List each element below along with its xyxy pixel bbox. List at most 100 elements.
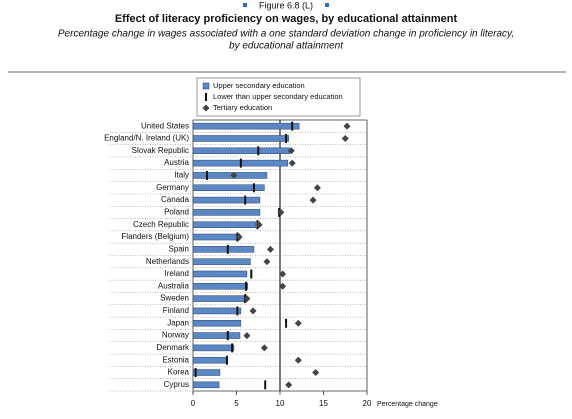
bar xyxy=(192,258,251,265)
category-label: Ireland xyxy=(165,269,189,278)
chart-title: Effect of literacy proficiency on wages,… xyxy=(115,13,458,25)
x-tick-label: 15 xyxy=(319,399,328,408)
tertiary-marker xyxy=(243,295,251,303)
lower-secondary-marker xyxy=(245,281,248,291)
category-label: Sweden xyxy=(160,294,189,303)
category-label: Australia xyxy=(158,281,190,290)
x-tick-label: 5 xyxy=(234,399,239,408)
bar xyxy=(192,295,245,302)
lower-secondary-marker xyxy=(225,355,228,365)
category-label: Estonia xyxy=(162,355,189,364)
category-label: Netherlands xyxy=(146,257,189,266)
lower-secondary-marker xyxy=(231,343,234,353)
bar xyxy=(192,344,235,352)
bar xyxy=(192,270,248,278)
category-label: United States xyxy=(141,121,189,130)
tertiary-marker xyxy=(343,122,351,130)
lower-secondary-marker xyxy=(264,380,267,390)
tertiary-marker xyxy=(294,356,302,364)
lower-secondary-marker xyxy=(226,244,229,254)
lower-secondary-marker xyxy=(205,170,208,180)
tertiary-marker xyxy=(255,221,263,229)
category-label: Cyprus xyxy=(164,380,189,389)
lower-secondary-marker xyxy=(291,121,294,131)
tertiary-marker xyxy=(279,282,287,290)
lower-secondary-marker xyxy=(239,158,242,168)
lower-secondary-marker xyxy=(257,146,260,156)
bar xyxy=(192,356,229,364)
bar xyxy=(192,221,256,228)
x-tick-label: 0 xyxy=(191,399,196,408)
lower-secondary-marker xyxy=(194,368,197,378)
lower-secondary-marker xyxy=(236,306,239,316)
category-label: England/N. Ireland (UK) xyxy=(104,134,189,143)
category-label: Slovak Republic xyxy=(132,146,189,155)
tertiary-marker xyxy=(279,270,287,278)
subtitle: Percentage change in wages associated wi… xyxy=(58,29,514,40)
legend-box xyxy=(196,77,361,117)
category-label: Japan xyxy=(167,318,189,327)
bar xyxy=(192,122,300,130)
category-label: Germany xyxy=(156,183,189,192)
lower-secondary-marker xyxy=(250,269,253,279)
category-label: Finland xyxy=(163,306,189,315)
lower-secondary-marker xyxy=(285,318,288,328)
tertiary-marker xyxy=(313,184,321,192)
legend-label: Upper secondary education xyxy=(213,81,305,90)
category-label: Norway xyxy=(162,331,189,340)
tertiary-marker xyxy=(263,258,271,266)
category-label: Poland xyxy=(164,207,189,216)
tertiary-marker xyxy=(235,233,243,241)
x-axis-label: Percentage change xyxy=(377,401,438,408)
lower-secondary-marker xyxy=(244,195,247,205)
bar xyxy=(192,184,265,191)
legend-swatch xyxy=(205,93,207,101)
tertiary-marker xyxy=(249,307,257,315)
tertiary-marker xyxy=(230,171,238,179)
bar xyxy=(192,320,242,327)
tertiary-marker xyxy=(243,332,251,340)
category-label: Flanders (Belgium) xyxy=(121,232,189,241)
x-tick-label: 10 xyxy=(276,399,285,408)
subtitle: by educational attainment xyxy=(229,41,344,52)
tertiary-marker xyxy=(260,344,268,352)
bar xyxy=(192,135,289,142)
bar xyxy=(192,196,261,204)
category-label: Czech Republic xyxy=(133,220,189,229)
bar xyxy=(192,332,241,339)
category-label: Denmark xyxy=(157,343,190,352)
tertiary-marker xyxy=(288,159,296,167)
legend-swatch xyxy=(202,104,210,112)
lower-secondary-marker xyxy=(226,331,229,341)
tertiary-marker xyxy=(309,196,317,204)
legend-label: Lower than upper secondary education xyxy=(213,92,343,101)
tertiary-marker xyxy=(294,319,302,327)
category-label: Korea xyxy=(168,368,190,377)
category-label: Austria xyxy=(164,158,189,167)
bar xyxy=(192,369,221,376)
figure-bullet xyxy=(325,3,329,7)
lower-secondary-marker xyxy=(252,183,255,193)
bar xyxy=(192,381,220,389)
bar xyxy=(192,172,268,179)
lower-secondary-marker xyxy=(285,133,288,143)
legend-swatch xyxy=(202,82,210,90)
category-label: Canada xyxy=(161,195,190,204)
tertiary-marker xyxy=(287,147,295,155)
category-label: Spain xyxy=(169,244,189,253)
tertiary-marker xyxy=(266,245,274,253)
legend-label: Tertiary education xyxy=(213,103,272,112)
bar xyxy=(192,307,242,315)
tertiary-marker xyxy=(312,369,320,377)
x-tick-label: 20 xyxy=(363,399,372,408)
tertiary-marker xyxy=(285,381,293,389)
category-label: Italy xyxy=(174,171,189,180)
bar xyxy=(192,283,249,290)
tertiary-marker xyxy=(341,134,349,142)
figure-bullet xyxy=(243,3,247,7)
figure-label: Figure 6.8 (L) xyxy=(259,0,313,10)
tertiary-marker xyxy=(277,208,285,216)
bar xyxy=(192,246,255,253)
bar xyxy=(192,147,290,155)
